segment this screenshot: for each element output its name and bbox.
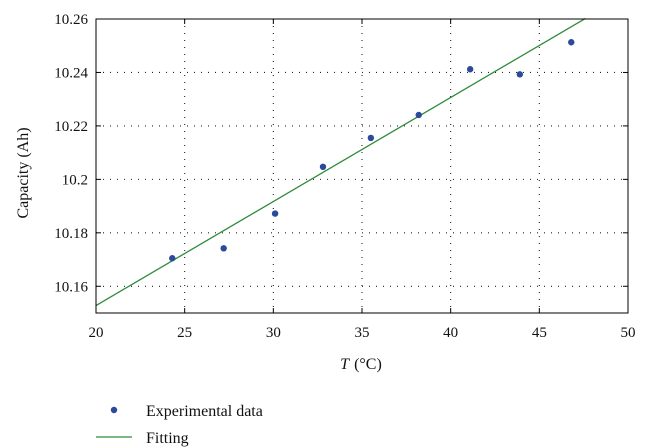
x-axis-label-unit: (°C) <box>354 356 382 373</box>
grid <box>96 19 628 313</box>
y-tick-label: 10.2 <box>62 172 88 188</box>
data-point <box>271 210 279 217</box>
data-point <box>568 39 575 46</box>
data-point <box>169 255 176 262</box>
x-tick-label: 25 <box>177 325 192 341</box>
y-axis-label: Capacity (Ah) <box>15 127 32 218</box>
legend-label-experimental: Experimental data <box>146 403 263 420</box>
y-tick-label: 10.22 <box>54 119 88 135</box>
data-point <box>466 66 474 73</box>
x-axis-ticks: 20 25 30 35 40 45 50 <box>89 19 636 341</box>
y-tick-label: 10.24 <box>54 65 88 81</box>
data-point <box>516 71 524 78</box>
y-tick-label: 10.26 <box>54 12 88 28</box>
data-points <box>169 39 575 262</box>
x-axis-label: T (°C) <box>340 356 382 373</box>
y-axis-ticks: 10.16 10.18 10.2 10.22 10.24 10.26 <box>54 12 628 295</box>
x-tick-label: 30 <box>266 325 281 341</box>
legend: Experimental data Fitting <box>96 403 263 447</box>
data-point <box>415 111 422 119</box>
fitting-line-group <box>95 17 586 307</box>
data-point <box>220 245 227 252</box>
x-tick-label: 20 <box>89 325 104 341</box>
legend-marker-experimental <box>110 406 118 414</box>
y-tick-label: 10.18 <box>54 226 88 242</box>
x-tick-label: 45 <box>532 325 547 341</box>
x-tick-label: 40 <box>443 325 458 341</box>
x-tick-label: 50 <box>621 325 636 341</box>
data-point <box>319 163 327 171</box>
data-point <box>367 134 375 142</box>
fitting-line <box>95 17 586 307</box>
x-axis-label-symbol: T <box>340 356 350 373</box>
legend-label-fitting: Fitting <box>146 430 189 447</box>
x-tick-label: 35 <box>355 325 370 341</box>
y-tick-label: 10.16 <box>54 279 88 295</box>
